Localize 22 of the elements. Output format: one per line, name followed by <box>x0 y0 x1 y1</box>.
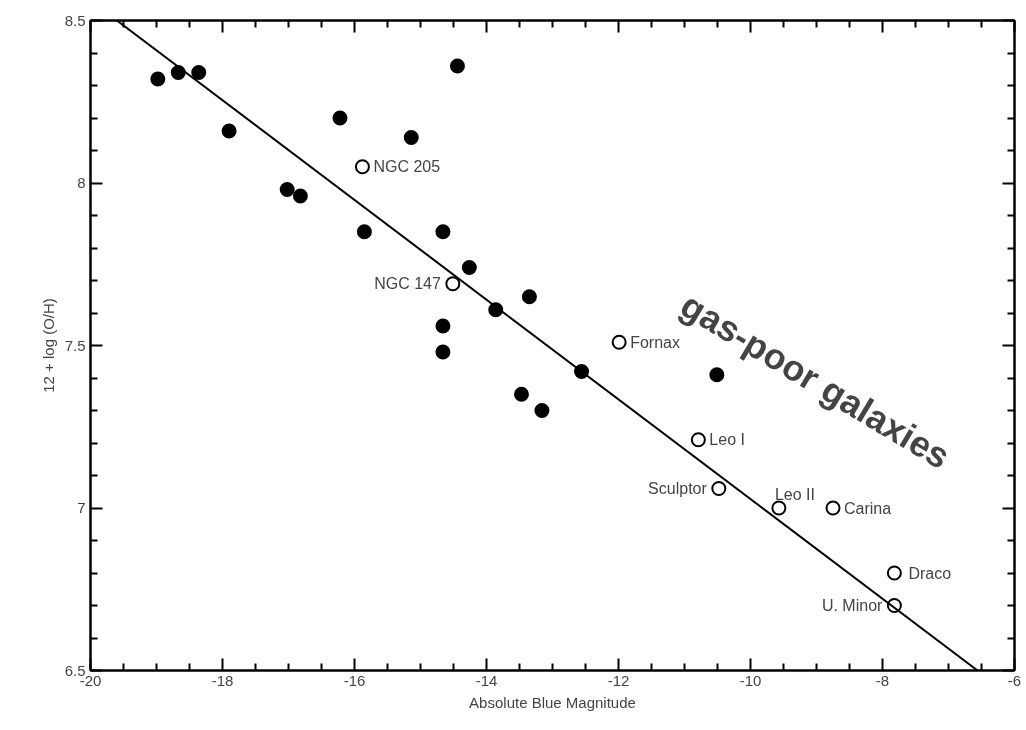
y-tick-label: 8 <box>77 174 86 191</box>
x-tick-label: -10 <box>739 671 762 689</box>
y-tick-label: 7 <box>77 499 86 516</box>
annotation: NGC 205 <box>373 158 441 176</box>
annotation: Sculptor <box>648 480 708 497</box>
x-tick-label: -12 <box>607 671 630 689</box>
x-tick-label: -16 <box>343 671 366 689</box>
x-tick-label: -6 <box>1007 671 1022 689</box>
annotation: U. Minor <box>821 597 884 614</box>
annotation: Draco <box>908 564 952 582</box>
x-tick-label: -14 <box>475 671 498 689</box>
x-axis-title: Absolute Blue Magnitude <box>469 693 636 711</box>
y-tick-label: 7.5 <box>64 336 86 354</box>
annotation: Leo I <box>709 431 745 449</box>
y-tick-label: 8.5 <box>64 11 86 29</box>
annotation: Leo II <box>774 485 815 503</box>
annotation: NGC 147 <box>374 275 441 293</box>
annotation: Carina <box>844 499 892 517</box>
y-axis-title: 12 + log (O/H) <box>39 298 57 393</box>
x-tick-label: -8 <box>875 671 890 689</box>
annotation: Fornax <box>630 333 680 351</box>
x-tick-label: -18 <box>211 671 234 689</box>
